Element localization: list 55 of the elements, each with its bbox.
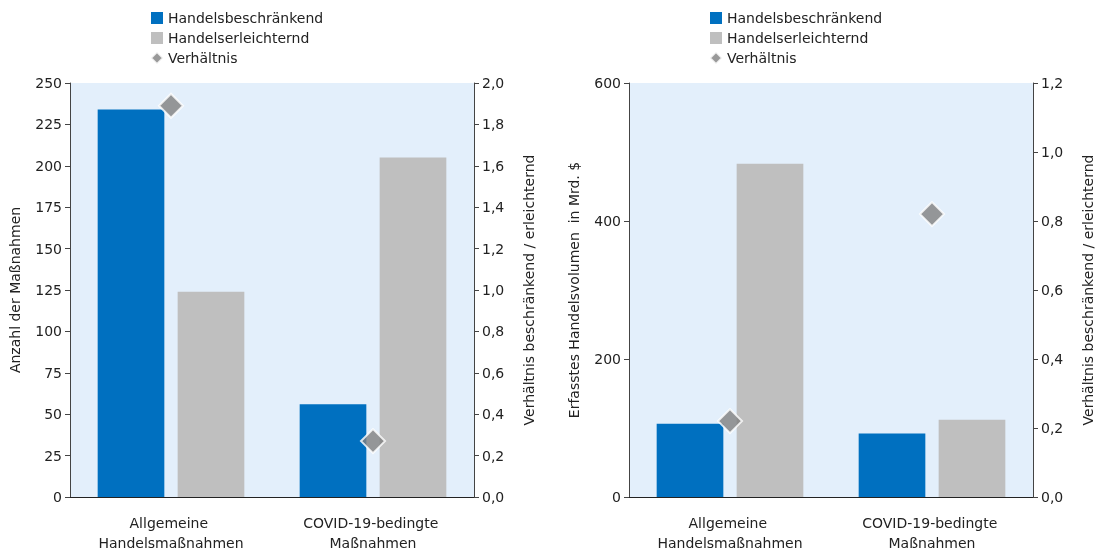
y-tick-label: 225 (35, 116, 62, 133)
y2-tick-label: 1,4 (482, 199, 505, 216)
y-tick-label: 0 (53, 489, 62, 505)
y2-tick-label: 0,4 (482, 406, 505, 423)
y-tick-label: 200 (35, 157, 62, 174)
bar (736, 163, 804, 497)
y-tick-label: 400 (594, 213, 621, 229)
y2-tick-label: 0,0 (482, 489, 505, 505)
legend-label: Verhältnis (727, 50, 797, 66)
y2-axis-title: Verhältnis beschränkend / erleichternd (521, 154, 537, 426)
y2-tick-label: 1,2 (1041, 75, 1064, 91)
y-tick-label: 0 (612, 489, 621, 505)
legend-label: Handelserleichternd (727, 30, 869, 46)
y-tick-label: 125 (35, 282, 62, 298)
bar (177, 291, 245, 497)
y-axis-title: Anzahl der Maßnahmen (7, 206, 23, 374)
y2-tick-label: 2,0 (482, 75, 505, 91)
bar (379, 157, 447, 497)
y2-tick-label: 0,8 (482, 323, 505, 340)
y-tick-label: 600 (594, 75, 621, 91)
y-tick-label: 50 (44, 406, 62, 423)
bar (938, 419, 1006, 497)
y2-tick-label: 1,2 (482, 240, 505, 257)
legend-label: Handelserleichternd (168, 30, 310, 46)
bar (858, 433, 926, 497)
y-axis-title: Erfasstes Handelsvolumen in Mrd. $ (566, 161, 582, 419)
y-tick-label: 25 (44, 447, 62, 464)
x-tick-label: COVID-19-bedingte Maßnahmen (303, 515, 443, 551)
legend-label: Handelsbeschränkend (727, 10, 883, 26)
y2-tick-label: 1,8 (482, 116, 505, 133)
y2-tick-label: 0,2 (482, 447, 505, 464)
y2-tick-label: 0,0 (1041, 489, 1064, 505)
bar (299, 404, 367, 497)
y2-tick-label: 0,6 (1041, 282, 1064, 298)
x-tick-label: COVID-19-bedingte Maßnahmen (862, 515, 1002, 551)
y2-tick-label: 0,2 (1041, 420, 1064, 436)
y2-tick-label: 1,0 (482, 282, 505, 298)
y2-tick-label: 0,8 (1041, 213, 1064, 229)
legend-label: Verhältnis (168, 50, 238, 66)
x-tick-label: Allgemeine Handelsmaßnahmen (657, 515, 803, 551)
y2-tick-label: 0,6 (482, 364, 505, 381)
y2-tick-label: 0,4 (1041, 351, 1064, 367)
y-tick-label: 100 (35, 323, 62, 340)
y2-tick-label: 1,6 (482, 157, 505, 174)
y-tick-label: 175 (35, 199, 62, 216)
y2-tick-label: 1,0 (1041, 144, 1064, 160)
y-tick-label: 75 (44, 364, 62, 381)
x-tick-label: Allgemeine Handelsmaßnahmen (98, 515, 244, 551)
y-tick-label: 150 (35, 240, 62, 257)
y-tick-label: 250 (35, 75, 62, 91)
y2-axis-title: Verhältnis beschränkend / erleichternd (1080, 154, 1096, 426)
bar (656, 423, 724, 497)
y-tick-label: 200 (594, 351, 621, 367)
legend-label: Handelsbeschränkend (168, 10, 324, 26)
bar (97, 109, 165, 497)
